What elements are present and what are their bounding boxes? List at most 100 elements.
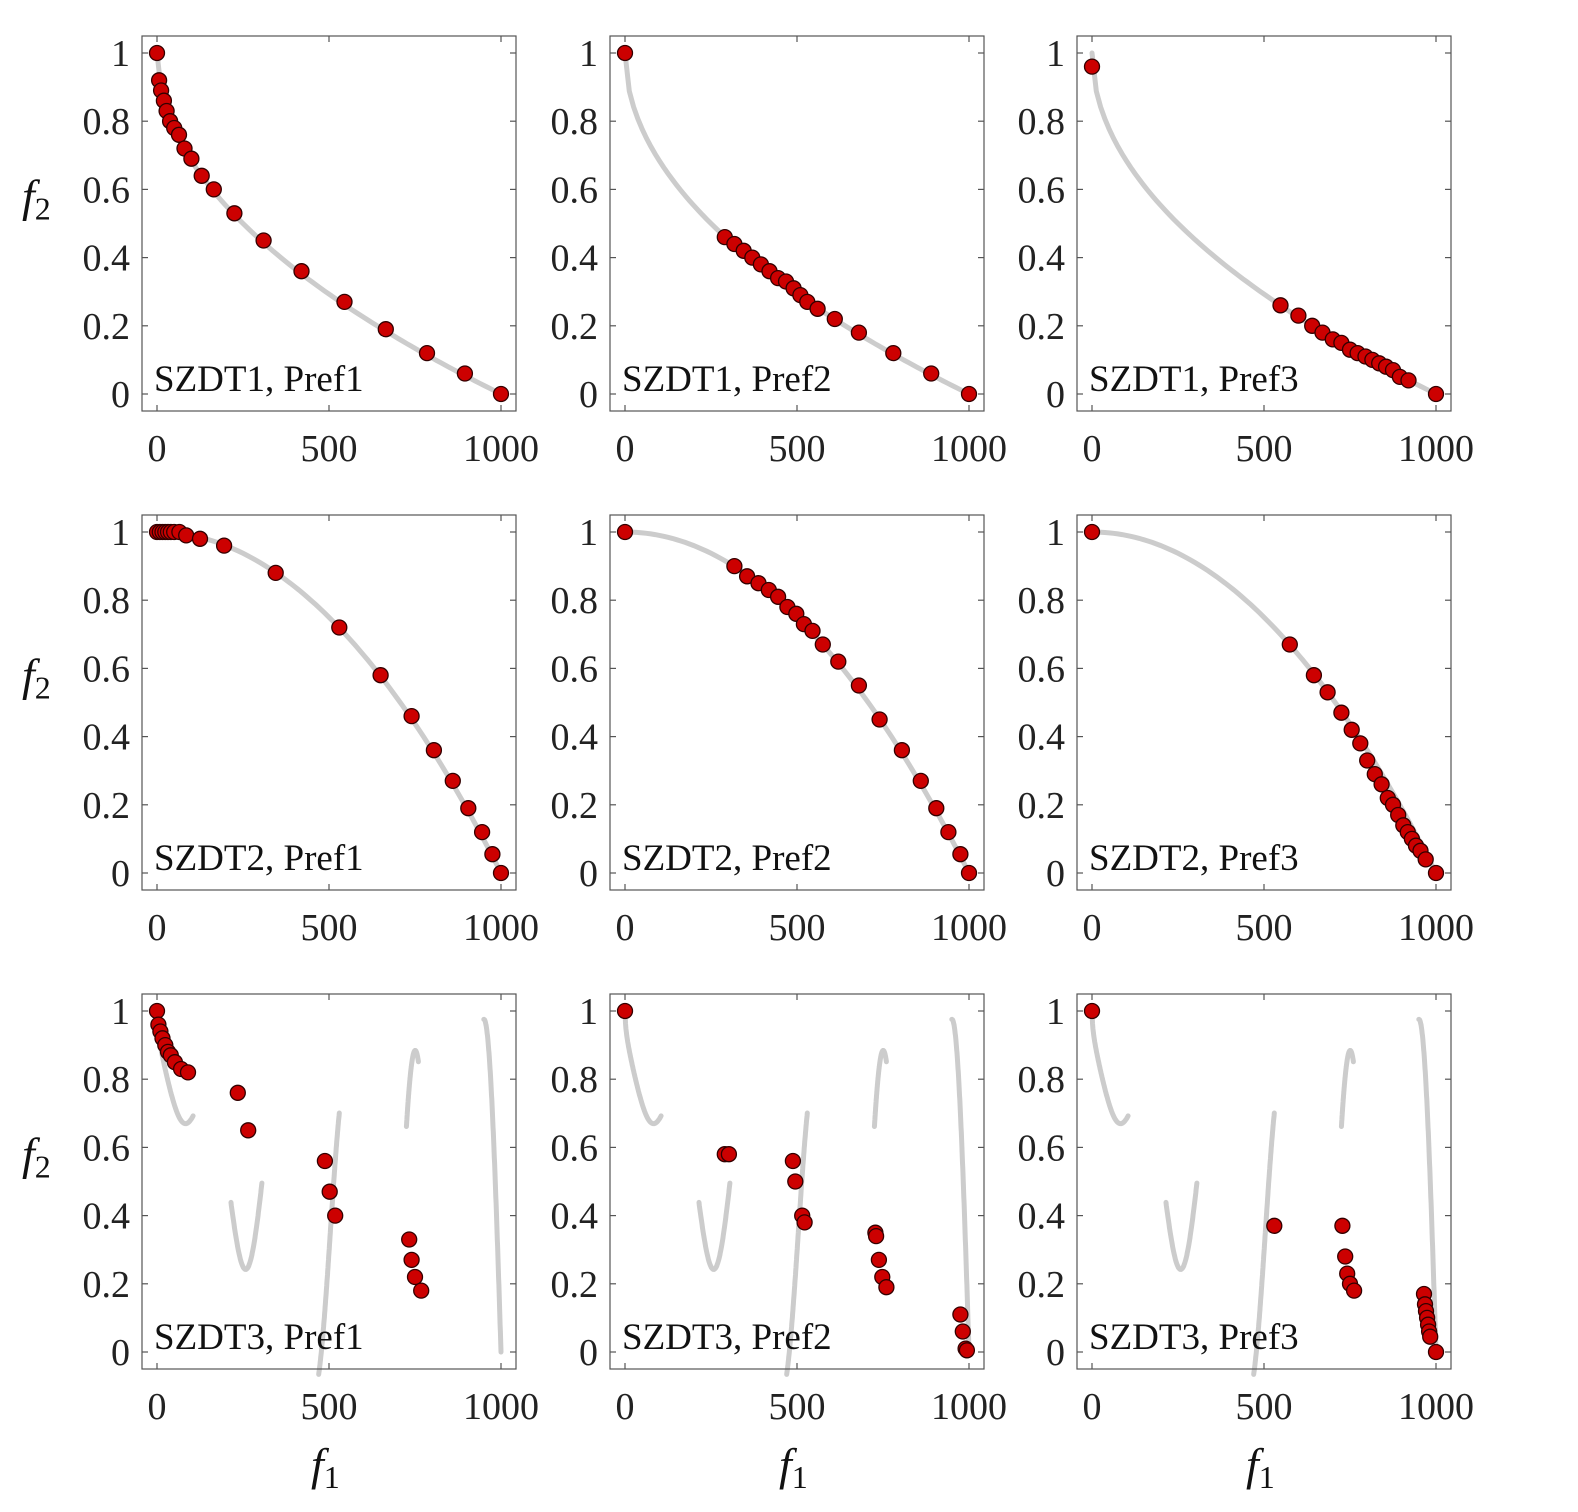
data-point [406,1268,424,1286]
data-point [331,619,348,636]
front-segment-4 [403,1048,421,1129]
data-point [1417,851,1434,868]
data-point [1337,1248,1354,1265]
y-tick-label: 0.8 [1018,101,1066,143]
x-axis-title-subscript: 1 [324,1459,340,1495]
y-tick-label: 0 [111,1332,130,1374]
data-point [293,263,310,280]
data-point [893,742,911,759]
x-tick-label: 1000 [463,1386,539,1428]
front-segment-1 [154,50,504,397]
axes-box [1076,514,1452,891]
data-points [148,44,510,403]
data-point [1359,752,1376,769]
data-point [215,537,233,554]
data-point [616,44,634,62]
true-front-curve [622,1008,972,1377]
y-tick-label: 0.6 [1018,169,1066,211]
y-axis-title: f2 [22,171,51,227]
x-tick-label: 0 [616,907,635,949]
panel-label: SZDT1, Pref2 [622,359,832,400]
data-point [148,44,166,62]
axes-box [609,514,985,891]
y-tick-label: 0.6 [551,648,599,690]
x-tick-label: 0 [1083,1386,1102,1428]
data-point [377,321,394,338]
data-point [928,800,945,817]
axes-box [609,35,985,412]
front-segment-1 [1089,529,1439,876]
data-point [170,126,188,143]
data-point [178,527,195,544]
data-point [1400,372,1417,389]
panel-label: SZDT2, Pref3 [1089,838,1299,879]
y-tick-label: 0.2 [1018,1264,1066,1306]
data-point [878,1279,895,1296]
y-tick-label: 0.2 [1018,306,1066,348]
panel-label: SZDT3, Pref1 [154,1317,364,1358]
y-tick-label: 0 [1046,1332,1065,1374]
y-tick-label: 0.4 [83,1196,131,1238]
front-segment-1 [622,50,972,397]
panel-label: SZDT2, Pref2 [622,838,832,879]
y-tick-label: 1 [579,991,598,1033]
x-tick-label: 500 [301,428,358,470]
y-tick-label: 0.6 [1018,648,1066,690]
y-tick-label: 0.6 [551,1127,599,1169]
true-front-curve [154,50,504,397]
data-point [255,232,272,249]
front-segment-2 [696,1180,733,1272]
data-points [148,1002,430,1299]
x-tick-label: 1000 [1398,428,1474,470]
y-axis-title: f2 [22,1129,51,1185]
data-point [1319,684,1336,701]
y-tick-label: 1 [111,991,130,1033]
data-point [1266,1217,1283,1234]
y-tick-label: 0 [1046,374,1065,416]
panel-2: 0 0.2 0.4 0.6 0.8 1 0 500 1000 SZDT1, Pref2 [551,33,1008,470]
y-tick-label: 0.6 [83,648,131,690]
data-point [784,1152,802,1170]
data-point [1333,704,1350,721]
data-point [425,742,443,759]
x-axis-title: f1 [1246,1439,1275,1495]
data-point [958,1342,976,1359]
y-tick-label: 1 [111,512,130,554]
data-point [226,205,243,222]
x-tick-label: 1000 [1398,1386,1474,1428]
data-point [473,823,491,841]
data-point [456,365,474,382]
data-point [885,344,902,362]
data-point [148,1002,166,1020]
data-point [787,1173,804,1190]
data-point [923,365,940,382]
data-point [229,1084,246,1101]
data-point [826,310,843,328]
y-tick-label: 0.2 [83,1264,131,1306]
data-point [193,167,210,184]
data-point [1427,1343,1445,1361]
data-point [205,181,222,198]
y-tick-label: 1 [579,512,598,554]
x-tick-label: 1000 [1398,907,1474,949]
true-front-curve [1089,50,1439,397]
y-tick-label: 0.8 [551,1059,599,1101]
panel-label: SZDT2, Pref1 [154,838,364,879]
y-tick-label: 0.8 [1018,580,1066,622]
y-tick-label: 0.6 [551,169,599,211]
x-axis-title-subscript: 1 [792,1459,808,1495]
data-point [1272,297,1289,314]
y-tick-label: 0 [111,853,130,895]
y-tick-label: 0.4 [83,238,131,280]
y-axis-title-subscript: 2 [35,191,51,227]
y-tick-label: 0.6 [83,1127,131,1169]
front-segment-1 [154,529,504,876]
data-point [1427,864,1445,882]
x-tick-label: 1000 [463,428,539,470]
x-tick-label: 0 [148,907,167,949]
front-segment-4 [871,1048,889,1129]
data-point [830,653,847,670]
panel-label: SZDT3, Pref3 [1089,1317,1299,1358]
x-tick-label: 500 [1236,1386,1293,1428]
data-point [403,707,420,725]
